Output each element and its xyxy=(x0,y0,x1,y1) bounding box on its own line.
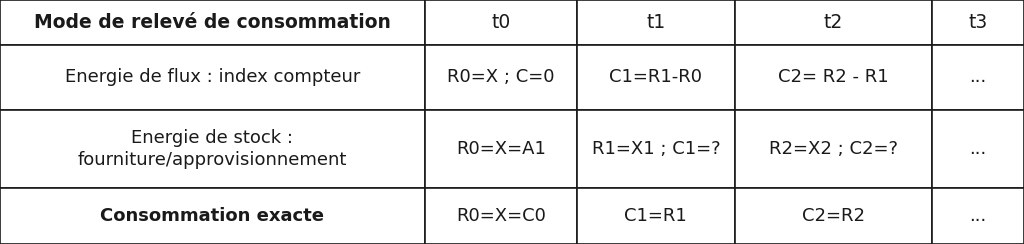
Text: C2=R2: C2=R2 xyxy=(802,207,865,225)
Bar xyxy=(577,45,735,110)
Bar xyxy=(577,0,735,45)
Bar xyxy=(0,110,425,188)
Bar xyxy=(735,188,932,244)
Text: Energie de stock :
fourniture/approvisionnement: Energie de stock : fourniture/approvisio… xyxy=(78,129,347,169)
Text: R0=X=C0: R0=X=C0 xyxy=(456,207,546,225)
Bar xyxy=(425,110,577,188)
Bar xyxy=(932,188,1024,244)
Bar xyxy=(0,45,425,110)
Bar xyxy=(425,45,577,110)
Text: C1=R1-R0: C1=R1-R0 xyxy=(609,69,702,86)
Bar xyxy=(735,110,932,188)
Text: C1=R1: C1=R1 xyxy=(625,207,687,225)
Text: C2= R2 - R1: C2= R2 - R1 xyxy=(778,69,889,86)
Text: t0: t0 xyxy=(492,13,510,32)
Text: t3: t3 xyxy=(969,13,987,32)
Bar xyxy=(735,45,932,110)
Bar xyxy=(0,0,425,45)
Text: ...: ... xyxy=(970,140,986,158)
Bar xyxy=(425,0,577,45)
Bar xyxy=(932,45,1024,110)
Text: ...: ... xyxy=(970,69,986,86)
Text: ...: ... xyxy=(970,207,986,225)
Bar xyxy=(735,0,932,45)
Text: R2=X2 ; C2=?: R2=X2 ; C2=? xyxy=(769,140,898,158)
Text: t1: t1 xyxy=(646,13,666,32)
Text: Consommation exacte: Consommation exacte xyxy=(100,207,325,225)
Bar xyxy=(425,188,577,244)
Text: R1=X1 ; C1=?: R1=X1 ; C1=? xyxy=(592,140,720,158)
Text: R0=X=A1: R0=X=A1 xyxy=(456,140,546,158)
Bar xyxy=(0,188,425,244)
Bar xyxy=(577,110,735,188)
Text: R0=X ; C=0: R0=X ; C=0 xyxy=(447,69,554,86)
Bar xyxy=(577,188,735,244)
Text: Mode de relevé de consommation: Mode de relevé de consommation xyxy=(34,13,391,32)
Bar xyxy=(932,110,1024,188)
Bar xyxy=(932,0,1024,45)
Text: t2: t2 xyxy=(824,13,843,32)
Text: Energie de flux : index compteur: Energie de flux : index compteur xyxy=(65,69,360,86)
